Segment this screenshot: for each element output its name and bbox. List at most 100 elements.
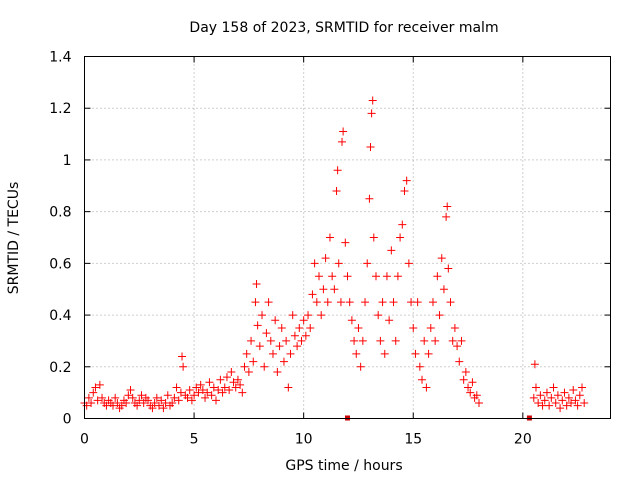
data-point (422, 383, 431, 392)
data-point (126, 386, 135, 395)
data-point (95, 380, 104, 389)
data-point (247, 336, 256, 345)
data-point (157, 396, 166, 405)
data-point (435, 311, 444, 320)
data-point (236, 380, 245, 389)
data-point (279, 357, 288, 366)
data-point (159, 404, 168, 413)
data-point (271, 316, 280, 325)
data-point (319, 285, 328, 294)
data-point (448, 336, 457, 345)
data-point (290, 331, 299, 340)
data-point (332, 186, 341, 195)
data-point (218, 388, 227, 397)
data-point (185, 386, 194, 395)
data-point (402, 176, 411, 185)
data-point (328, 272, 337, 281)
data-point (415, 362, 424, 371)
data-point (122, 398, 131, 407)
data-point (369, 233, 378, 242)
data-point (295, 324, 304, 332)
data-point (117, 401, 126, 410)
data-point (255, 342, 264, 351)
data-point (338, 137, 347, 146)
data-point (437, 254, 446, 263)
data-point (341, 238, 350, 247)
data-point (264, 298, 273, 307)
data-point (258, 311, 267, 320)
data-point (529, 393, 538, 402)
y-tick-label: 1.4 (49, 50, 71, 66)
data-point (564, 393, 573, 402)
data-point (365, 194, 374, 203)
data-point (203, 388, 212, 397)
data-point (578, 383, 587, 392)
data-point (163, 391, 172, 400)
data-point (411, 349, 420, 358)
data-point (137, 391, 146, 400)
data-point (553, 391, 562, 400)
data-point (231, 383, 240, 392)
data-point (299, 316, 308, 325)
data-point (133, 401, 142, 410)
data-point (108, 401, 117, 410)
chart-title: Day 158 of 2023, SRMTID for receiver mal… (189, 20, 498, 36)
data-point (366, 143, 375, 151)
data-point (439, 285, 448, 294)
data-point (308, 290, 317, 299)
data-point (468, 378, 477, 387)
data-point (282, 336, 291, 345)
data-point (321, 254, 330, 263)
data-point (275, 342, 284, 351)
data-point (205, 378, 214, 387)
x-tick-label: 0 (80, 432, 89, 448)
data-point (306, 324, 315, 332)
data-point (457, 336, 466, 345)
data-point (229, 378, 238, 387)
data-point (194, 388, 203, 397)
data-point (176, 388, 185, 397)
data-point (284, 383, 293, 392)
data-point (144, 396, 153, 405)
data-point (209, 383, 218, 392)
data-point (198, 386, 207, 395)
data-point (560, 388, 569, 397)
data-point (573, 401, 582, 410)
y-tick-label: 0 (63, 412, 72, 428)
data-point (343, 272, 352, 281)
data-point (358, 336, 367, 345)
data-point (192, 383, 201, 392)
data-point (459, 375, 468, 384)
data-point (111, 393, 120, 402)
data-point (368, 96, 377, 105)
data-point (475, 398, 483, 407)
data-point (424, 349, 433, 358)
data-point (409, 324, 418, 332)
data-point (380, 349, 389, 358)
y-tick-label: 0.2 (49, 360, 71, 376)
data-point (288, 311, 297, 320)
x-tick-label: 20 (514, 432, 532, 448)
data-point (531, 383, 540, 392)
data-point (273, 367, 282, 376)
data-point (89, 388, 98, 397)
data-point (242, 349, 251, 358)
data-point (393, 272, 402, 281)
data-point (310, 259, 319, 268)
data-point (433, 272, 442, 281)
data-point (387, 246, 396, 255)
data-point (536, 391, 545, 400)
data-points (80, 96, 589, 413)
data-point (428, 298, 437, 307)
data-point (87, 398, 96, 407)
data-point (152, 393, 161, 402)
data-point (571, 396, 580, 405)
data-point (249, 357, 258, 366)
data-point (98, 393, 107, 402)
data-point (446, 298, 455, 307)
data-point (347, 316, 356, 325)
data-point (464, 383, 473, 392)
data-point (455, 357, 464, 366)
data-point (530, 360, 539, 369)
data-point (442, 212, 451, 221)
